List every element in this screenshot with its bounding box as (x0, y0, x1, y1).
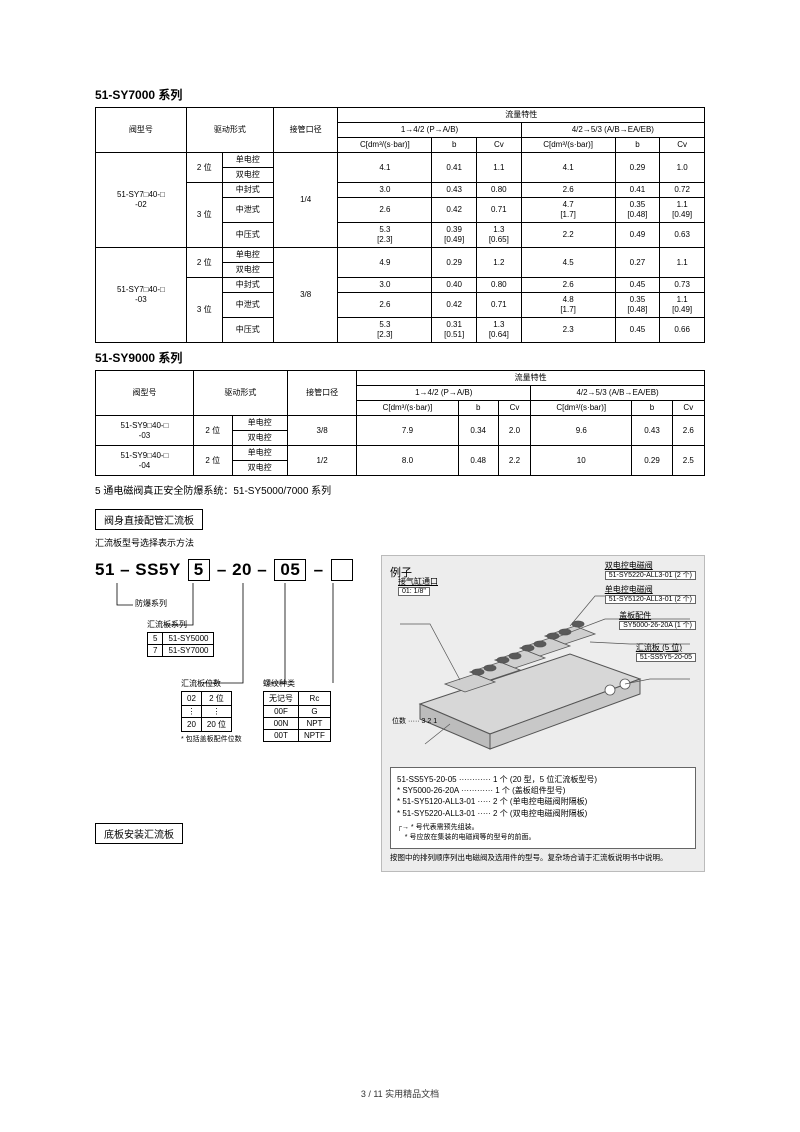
table-sy9000: 阀型号 驱动形式 接管口径 流量特性 1→4/2 (P→A/B) 4/2→5/3… (95, 370, 705, 476)
thread-table: 无记号Rc 00FG 00NNPT 00TNPTF (263, 691, 331, 742)
example-parts-list: 51-SS5Y5-20-05 ············ 1 个 (20 型，5 … (390, 767, 696, 849)
section2-title: 51-SY9000 系列 (95, 349, 705, 366)
order-subtext: 汇流板型号选择表示方法 (95, 536, 705, 549)
page-footer: 3 / 11 实用精品文档 (0, 1087, 800, 1100)
lbl-explosion: 防爆系列 (135, 598, 167, 609)
lbl-thread: 螺纹种类 (263, 678, 331, 689)
lbl-stations: 汇流板位数 (181, 678, 242, 689)
series-table: 551-SY5000 751-SY7000 (147, 632, 214, 657)
part-number: 51 – SS5Y 5 – 20 – 05 – (95, 559, 365, 581)
lbl-series: 汇流板系列 (147, 619, 214, 630)
ordering-area: 51 – SS5Y 5 – 20 – 05 – (95, 555, 705, 872)
stations-note: * 包括盖板配件位数 (181, 734, 242, 744)
pill-direct: 阀身直接配管汇流板 (95, 509, 203, 530)
example-footer-note: 按图中的排列顺序列出电磁阀及选用件的型号。复杂场合请于汇流板说明书中说明。 (390, 853, 696, 863)
section1-title: 51-SY7000 系列 (95, 86, 705, 103)
pill-base: 底板安装汇流板 (95, 823, 183, 844)
table-sy7000: 阀型号 驱动形式 接管口径 流量特性 1→4/2 (P→A/B) 4/2→5/3… (95, 107, 705, 343)
stations-table: 022 位 ⋮⋮ 2020 位 (181, 691, 232, 732)
example-panel: 例子 (381, 555, 705, 872)
ordering-left: 51 – SS5Y 5 – 20 – 05 – (95, 555, 365, 848)
note-line: 5 通电磁阀真正安全防爆系统：51-SY5000/7000 系列 (95, 482, 705, 497)
